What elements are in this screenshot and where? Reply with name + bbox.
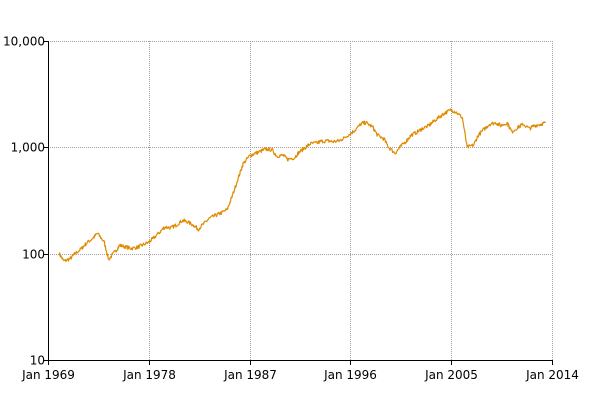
y-tick-label: 1,000 [11,141,45,155]
x-tick-label: Jan 1987 [223,368,277,382]
y-axis-tick-labels: 10 100 1,000 10,000 [3,35,45,368]
x-axis-tick-labels: Jan 1969 Jan 1978 Jan 1987 Jan 1996 Jan 2005… [21,368,579,382]
x-tick-label: Jan 2014 [525,368,579,382]
y-tick-label: 10 [30,354,45,368]
axes [43,41,553,365]
x-tick-label: Jan 1996 [323,368,377,382]
y-tick-label: 10,000 [3,35,45,49]
x-tick-label: Jan 2005 [424,368,478,382]
grid [48,41,553,360]
x-tick-label: Jan 1978 [122,368,176,382]
y-tick-label: 100 [22,248,45,262]
series-lines [58,108,546,262]
series-line [58,108,546,262]
x-tick-label: Jan 1969 [21,368,75,382]
